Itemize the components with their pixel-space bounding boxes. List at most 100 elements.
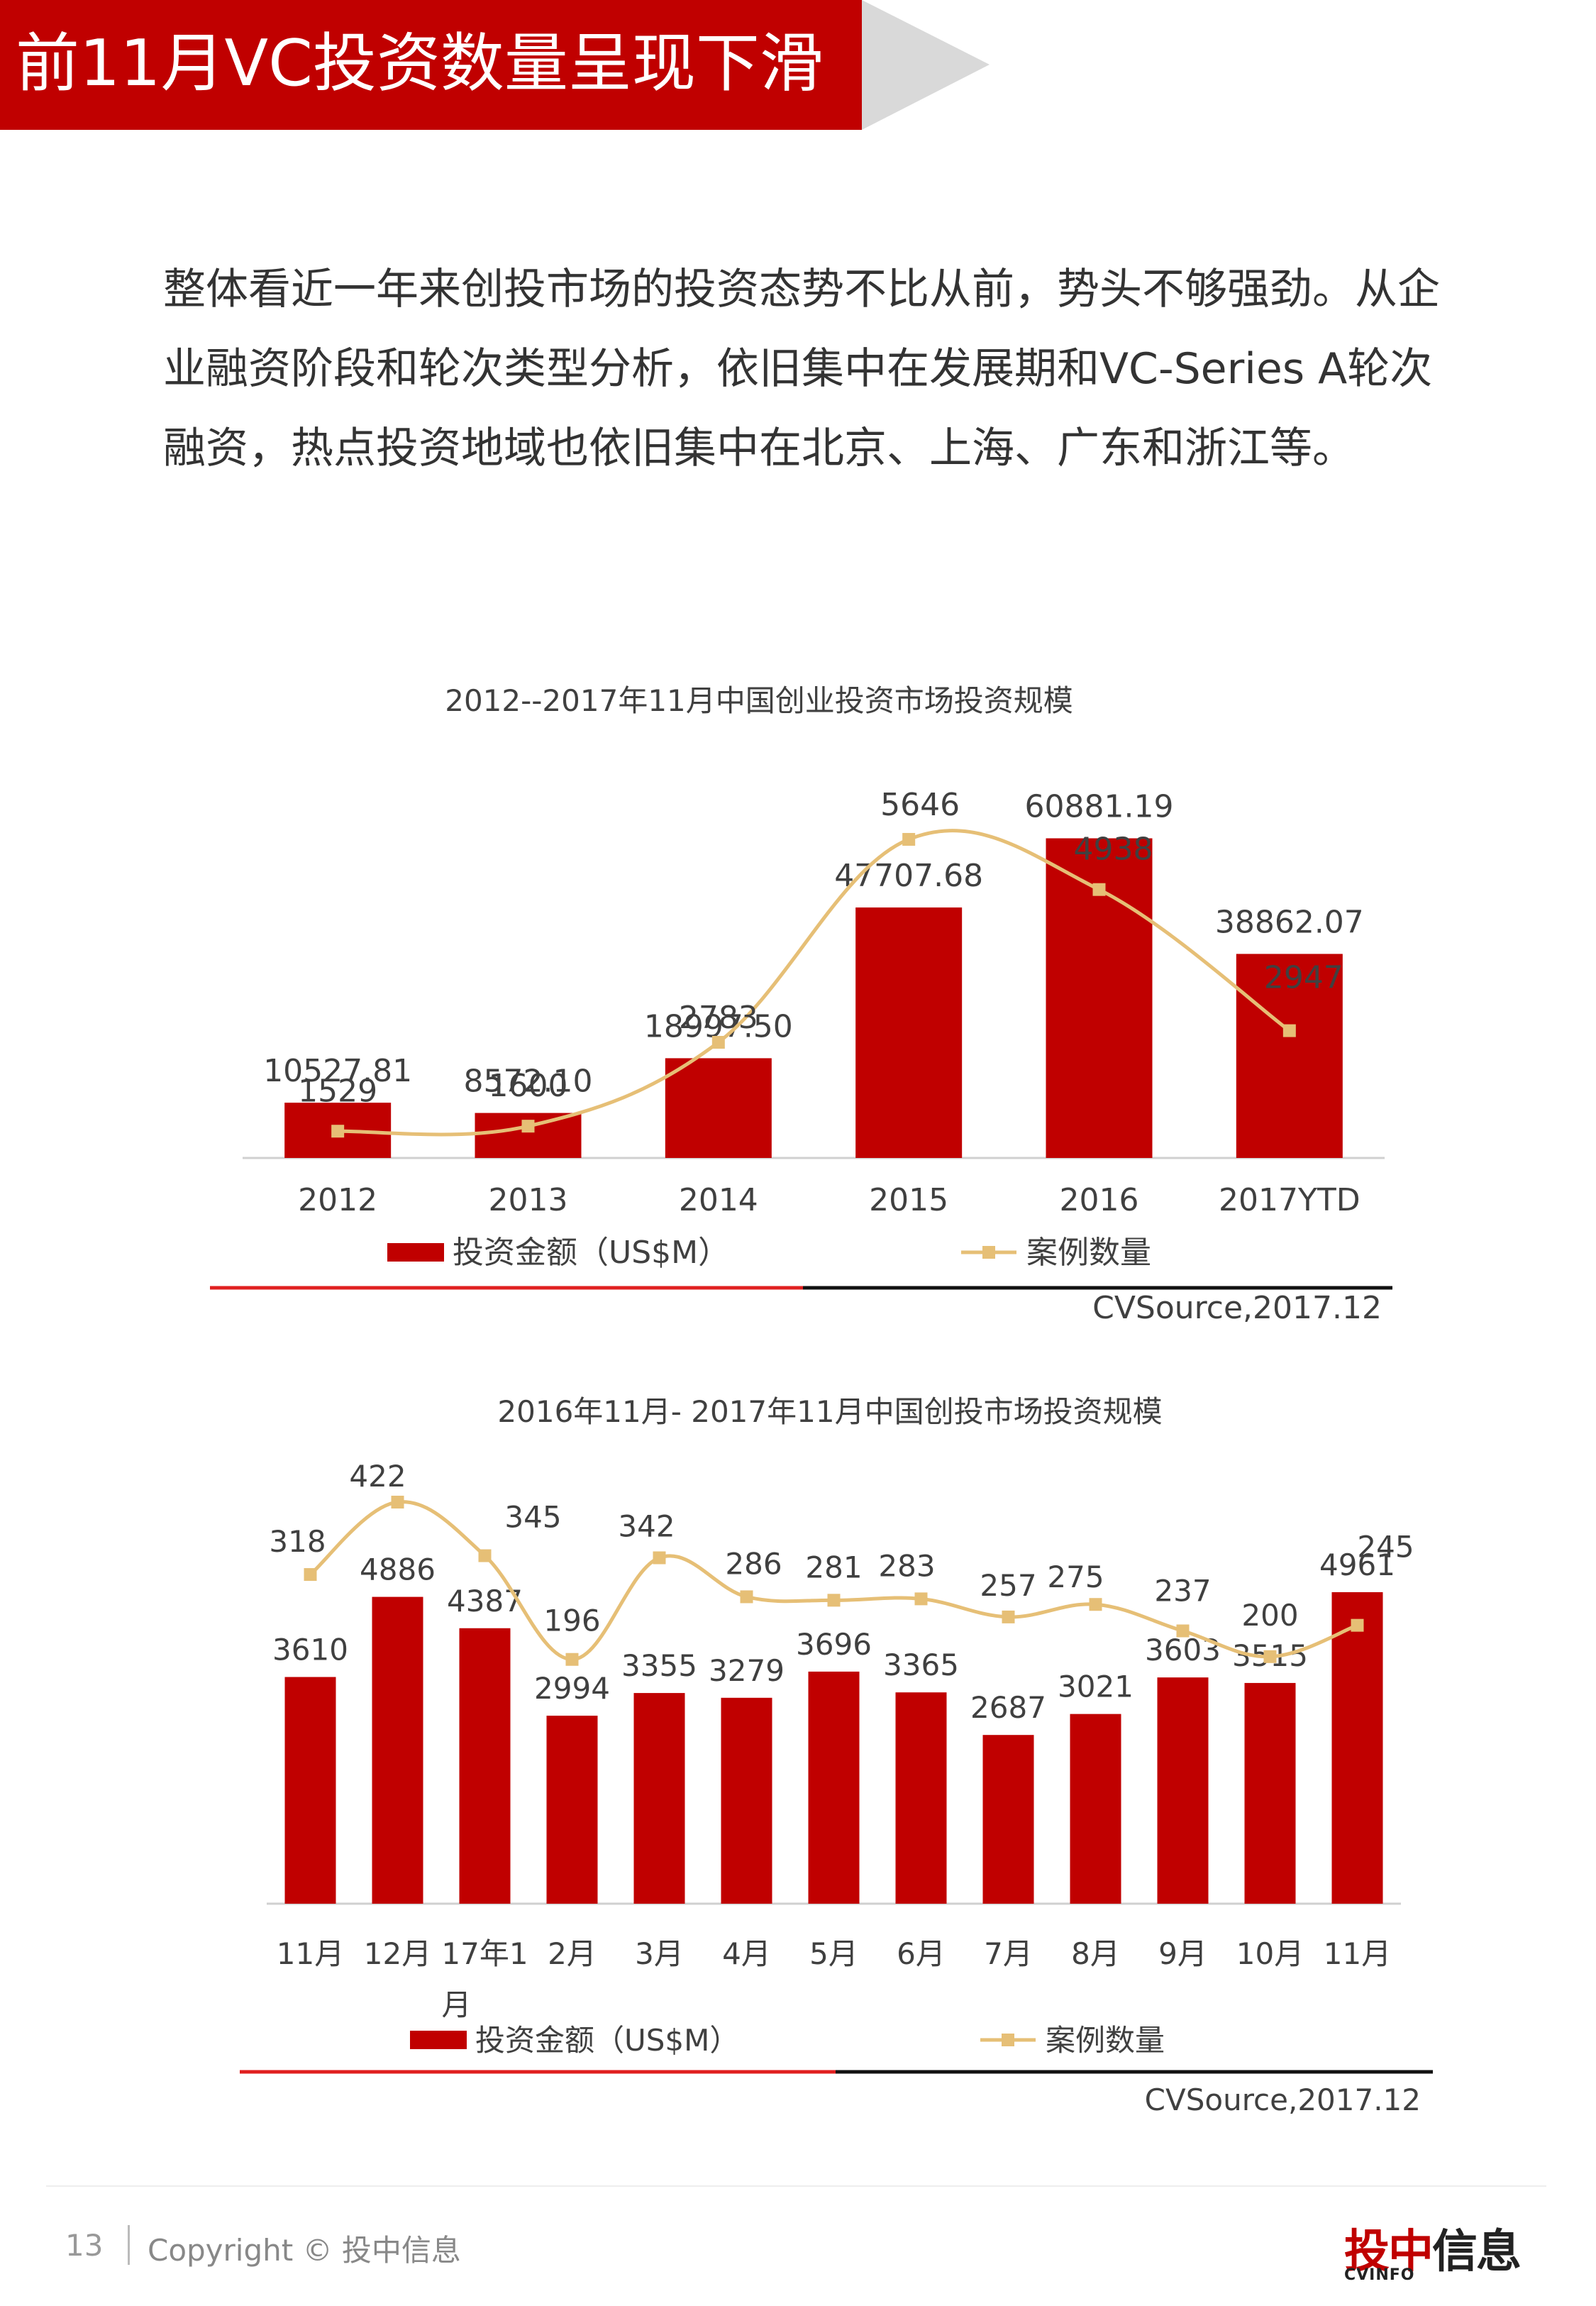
- bar-value-label: 8572.10: [464, 1064, 593, 1100]
- bar-value-label: 3603: [1145, 1633, 1221, 1667]
- intro-line: 融资，热点投资地域也依旧集中在北京、上海、广东和浙江等。: [163, 424, 1355, 473]
- bar: [808, 1671, 860, 1904]
- line-value-label: 4938: [1074, 832, 1153, 868]
- bar: [372, 1596, 423, 1904]
- monthly-investment-chart: 2016年11月- 2017年11月中国创投市场投资规模361048864387…: [240, 1394, 1433, 2117]
- source-note: CVSource,2017.12: [1145, 2082, 1421, 2117]
- line-value-label: 237: [1154, 1574, 1211, 1609]
- annual-investment-chart: 2012--2017年11月中国创业投资市场投资规模 10527.81 8572.1…: [210, 683, 1392, 1326]
- intro-paragraph: 整体看近一年来创投市场的投资态势不比从前，势头不够强劲。从企 业融资阶段和轮次类…: [163, 250, 1440, 488]
- intro-line: 整体看近一年来创投市场的投资态势不比从前，势头不够强劲。从企: [163, 265, 1440, 314]
- x-tick-label: 2016: [1060, 1182, 1139, 1218]
- line-point: [1282, 1024, 1296, 1037]
- x-tick-label: 2014: [679, 1182, 758, 1218]
- intro-line: 业融资阶段和轮次类型分析，依旧集中在发展期和VC-Series A轮次: [163, 344, 1433, 394]
- line-value-label: 5646: [880, 787, 960, 823]
- bar-value-label: 4886: [360, 1552, 436, 1587]
- line-point: [740, 1590, 753, 1604]
- x-tick-label: 月: [441, 1987, 471, 2022]
- bar: [721, 1697, 772, 1904]
- legend-bar-swatch: [410, 2031, 467, 2049]
- line-value-label: 342: [618, 1508, 675, 1543]
- brand-name-red: 投中: [1344, 2226, 1434, 2278]
- line-point: [565, 1653, 579, 1666]
- line-point: [1176, 1624, 1190, 1638]
- line-point: [827, 1594, 841, 1607]
- legend-bar-swatch: [387, 1243, 444, 1262]
- bar: [1331, 1591, 1383, 1904]
- x-tick-label: 6月: [897, 1936, 946, 1971]
- legend-bar-label: 投资金额（US$M）: [475, 2023, 739, 2058]
- bar: [1236, 954, 1343, 1158]
- line-value-label: 2947: [1264, 960, 1343, 996]
- line-point: [1092, 883, 1106, 896]
- line-value-label: 1529: [298, 1073, 377, 1109]
- chart-title: 2016年11月- 2017年11月中国创投市场投资规模: [497, 1394, 1162, 1429]
- line-point: [1089, 1598, 1102, 1611]
- line-point: [304, 1568, 317, 1582]
- bar: [1244, 1682, 1296, 1904]
- line-value-label: 2783: [679, 1000, 758, 1036]
- line-value-label: 245: [1357, 1530, 1414, 1565]
- bar: [546, 1716, 598, 1904]
- bar: [1157, 1677, 1209, 1904]
- source-note: CVSource,2017.12: [1092, 1290, 1382, 1326]
- line-value-label: 1600: [489, 1068, 568, 1104]
- bar: [665, 1058, 772, 1158]
- bar-value-label: 38862.07: [1215, 904, 1364, 940]
- title-arrow-icon: [862, 0, 990, 130]
- bar-value-label: 3610: [272, 1633, 348, 1667]
- line-value-label: 283: [878, 1548, 935, 1583]
- bar: [633, 1693, 685, 1904]
- line-point: [711, 1035, 725, 1049]
- bar-value-label: 3021: [1058, 1670, 1134, 1704]
- legend-line-label: 案例数量: [1046, 2023, 1165, 2058]
- bar: [459, 1628, 511, 1904]
- x-tick-label: 8月: [1071, 1936, 1120, 1971]
- bar-value-label: 3355: [621, 1648, 697, 1683]
- footer-divider: [46, 2185, 1546, 2187]
- x-tick-label: 9月: [1158, 1936, 1207, 1971]
- line-value-label: 275: [1047, 1560, 1104, 1594]
- x-tick-label: 5月: [809, 1936, 858, 1971]
- bar-value-label: 3365: [883, 1648, 959, 1682]
- line-value-label: 422: [349, 1459, 406, 1494]
- line-point: [391, 1496, 404, 1509]
- copyright-text: Copyright © 投中信息: [148, 2233, 461, 2268]
- brand-name-en: CVINFO: [1344, 2266, 1415, 2284]
- bar: [855, 907, 963, 1158]
- title-banner: 前11月VC投资数量呈现下滑: [0, 0, 862, 130]
- bar: [1070, 1714, 1121, 1904]
- line-point: [1351, 1618, 1364, 1632]
- line-value-label: 196: [543, 1604, 600, 1638]
- line-value-label: 257: [980, 1568, 1036, 1603]
- line-value-label: 345: [504, 1500, 561, 1535]
- line-point: [1263, 1650, 1277, 1663]
- x-tick-label: 2015: [869, 1182, 948, 1218]
- x-tick-label: 2013: [489, 1182, 568, 1218]
- legend-line-marker: [982, 1246, 995, 1259]
- x-tick-label: 11月: [277, 1936, 344, 1971]
- line-value-label: 281: [805, 1550, 862, 1584]
- page-title: 前11月VC投资数量呈现下滑: [16, 26, 824, 101]
- line-value-label: 200: [1241, 1598, 1298, 1633]
- legend-line-marker: [1002, 2034, 1014, 2046]
- x-tick-label: 11月: [1324, 1936, 1391, 1971]
- bar: [284, 1677, 336, 1904]
- bar-value-label: 4961: [1319, 1548, 1395, 1582]
- x-tick-label: 7月: [984, 1936, 1033, 1971]
- line-point: [914, 1592, 928, 1606]
- bar: [982, 1735, 1034, 1904]
- line-point: [478, 1549, 492, 1562]
- x-tick-label: 2月: [548, 1936, 597, 1971]
- x-tick-label: 2012: [298, 1182, 377, 1218]
- line-point: [331, 1125, 345, 1138]
- series-line: [338, 829, 1291, 1137]
- x-tick-label: 17年1: [441, 1936, 528, 1971]
- line-point: [902, 832, 916, 846]
- bar-value-label: 2994: [534, 1671, 610, 1706]
- x-tick-label: 12月: [364, 1936, 431, 1971]
- line-point: [521, 1120, 535, 1133]
- x-tick-label: 4月: [722, 1936, 771, 1971]
- legend-line-label: 案例数量: [1026, 1235, 1151, 1271]
